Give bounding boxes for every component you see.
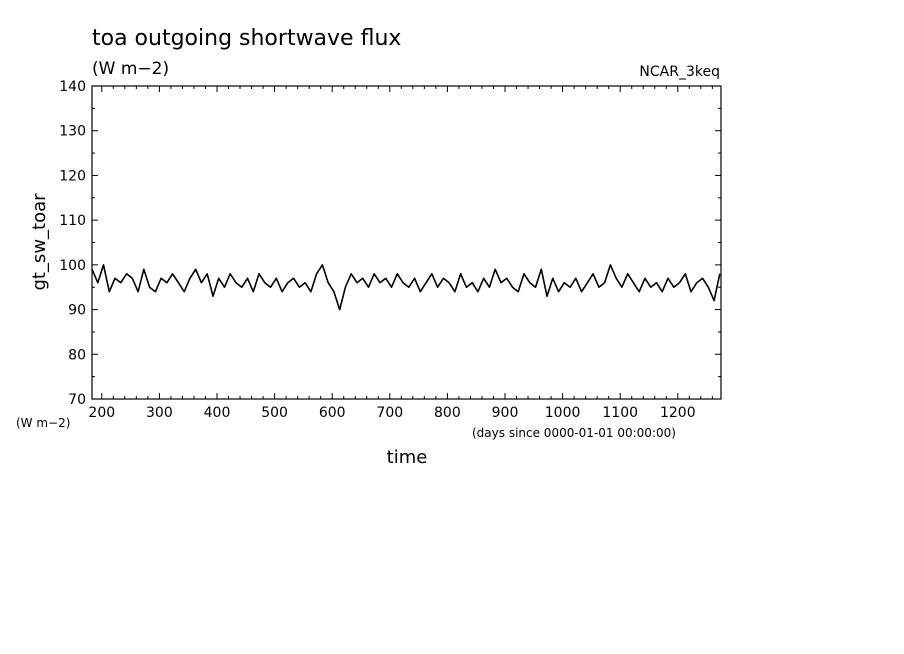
- x-axis-label: time: [387, 447, 428, 468]
- x-tick-label: 500: [261, 405, 288, 421]
- source-label: NCAR_3keq: [639, 64, 720, 80]
- chart-title: toa outgoing shortwave flux: [92, 26, 401, 51]
- x-tick-label: 300: [146, 405, 173, 421]
- x-tick-label: 800: [434, 405, 461, 421]
- x-tick-label: 200: [88, 405, 115, 421]
- x-axis-units: (days since 0000-01-01 00:00:00): [472, 426, 676, 440]
- plot-frame: [91, 85, 722, 400]
- y-tick-label: 140: [59, 79, 86, 95]
- x-tick-label: 700: [376, 405, 403, 421]
- title-units: (W m−2): [92, 59, 169, 79]
- x-tick-label: 1100: [602, 405, 638, 421]
- y-tick-label: 110: [59, 213, 86, 229]
- y-tick-label: 80: [68, 347, 86, 363]
- x-tick-label: 1000: [545, 405, 581, 421]
- y-axis-label: gt_sw_toar: [29, 193, 50, 291]
- y-tick-label: 120: [59, 168, 86, 184]
- y-tick-label: 100: [59, 258, 86, 274]
- x-tick-label: 400: [204, 405, 231, 421]
- x-tick-label: 600: [319, 405, 346, 421]
- x-tick-label: 900: [492, 405, 519, 421]
- y-tick-label: 70: [68, 392, 86, 408]
- x-tick-label: 1200: [660, 405, 696, 421]
- y-axis-units: (W m−2): [16, 416, 70, 430]
- y-tick-label: 90: [68, 303, 86, 319]
- y-tick-label: 130: [59, 124, 86, 140]
- series-line: [91, 264, 721, 311]
